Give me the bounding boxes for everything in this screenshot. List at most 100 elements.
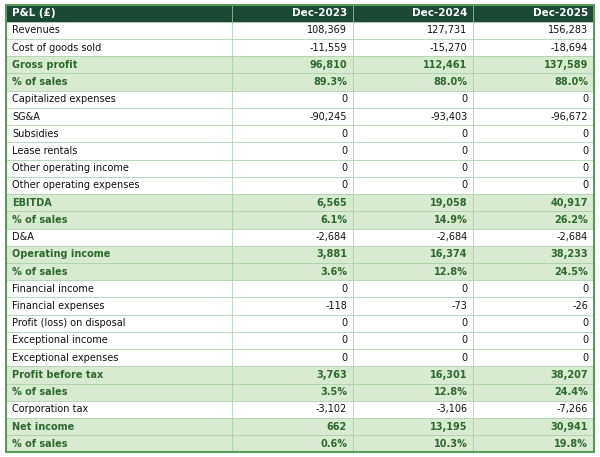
Bar (6, 367, 232, 383)
Text: % of sales: % of sales (12, 77, 67, 87)
Text: 3.5%: 3.5% (320, 387, 347, 397)
Bar (473, 280, 594, 298)
Bar (232, 159, 353, 177)
Text: -2,684: -2,684 (436, 232, 467, 242)
Text: 26.2%: 26.2% (554, 215, 588, 225)
Text: 0.6%: 0.6% (320, 439, 347, 449)
Text: -73: -73 (452, 301, 467, 311)
Bar (232, 383, 353, 401)
Bar (473, 159, 594, 177)
Text: 0: 0 (582, 335, 588, 345)
Bar (473, 367, 594, 383)
Bar (353, 143, 473, 159)
Text: 24.4%: 24.4% (554, 387, 588, 397)
Bar (353, 5, 473, 22)
Text: 0: 0 (582, 318, 588, 328)
Text: Dec-2024: Dec-2024 (412, 8, 467, 18)
Bar (473, 314, 594, 332)
Text: 3,881: 3,881 (316, 250, 347, 259)
Text: 38,207: 38,207 (550, 370, 588, 380)
Bar (6, 280, 232, 298)
Bar (473, 194, 594, 211)
Bar (232, 108, 353, 125)
Bar (6, 418, 232, 435)
Bar (473, 401, 594, 418)
Text: Subsidies: Subsidies (12, 129, 58, 139)
Text: Other operating income: Other operating income (12, 163, 129, 173)
Bar (473, 22, 594, 39)
Text: Profit before tax: Profit before tax (12, 370, 103, 380)
Text: D&A: D&A (12, 232, 34, 242)
Bar (6, 143, 232, 159)
Bar (473, 74, 594, 90)
Text: 6.1%: 6.1% (320, 215, 347, 225)
Bar (473, 39, 594, 56)
Text: -26: -26 (572, 301, 588, 311)
Bar (353, 349, 473, 367)
Bar (6, 228, 232, 246)
Text: % of sales: % of sales (12, 439, 67, 449)
Text: 16,374: 16,374 (430, 250, 467, 259)
Bar (232, 298, 353, 314)
Bar (353, 125, 473, 143)
Text: 19,058: 19,058 (430, 198, 467, 207)
Text: 112,461: 112,461 (424, 60, 467, 70)
Text: 89.3%: 89.3% (313, 77, 347, 87)
Text: 0: 0 (341, 353, 347, 363)
Bar (353, 39, 473, 56)
Text: 0: 0 (582, 163, 588, 173)
Text: % of sales: % of sales (12, 215, 67, 225)
Text: 0: 0 (582, 353, 588, 363)
Bar (232, 39, 353, 56)
Text: 0: 0 (582, 284, 588, 294)
Bar (232, 5, 353, 22)
Bar (6, 194, 232, 211)
Text: 0: 0 (461, 335, 467, 345)
Text: 156,283: 156,283 (548, 26, 588, 35)
Bar (353, 177, 473, 194)
Bar (353, 280, 473, 298)
Text: Cost of goods sold: Cost of goods sold (12, 43, 101, 53)
Text: 12.8%: 12.8% (434, 387, 467, 397)
Text: Financial income: Financial income (12, 284, 94, 294)
Text: % of sales: % of sales (12, 387, 67, 397)
Bar (232, 56, 353, 74)
Text: 96,810: 96,810 (310, 60, 347, 70)
Bar (6, 263, 232, 280)
Text: 16,301: 16,301 (430, 370, 467, 380)
Bar (473, 435, 594, 452)
Bar (6, 74, 232, 90)
Bar (232, 435, 353, 452)
Bar (473, 211, 594, 228)
Text: Corporation tax: Corporation tax (12, 404, 88, 414)
Text: 0: 0 (582, 129, 588, 139)
Text: 0: 0 (582, 181, 588, 191)
Bar (473, 108, 594, 125)
Bar (232, 314, 353, 332)
Bar (353, 418, 473, 435)
Bar (473, 5, 594, 22)
Text: 0: 0 (582, 94, 588, 104)
Text: 0: 0 (461, 318, 467, 328)
Text: 0: 0 (582, 146, 588, 156)
Text: Exceptional income: Exceptional income (12, 335, 107, 345)
Text: 0: 0 (461, 181, 467, 191)
Text: -3,102: -3,102 (316, 404, 347, 414)
Bar (232, 194, 353, 211)
Text: 0: 0 (341, 129, 347, 139)
Text: 0: 0 (341, 163, 347, 173)
Bar (6, 314, 232, 332)
Bar (473, 125, 594, 143)
Text: 0: 0 (461, 94, 467, 104)
Bar (473, 177, 594, 194)
Bar (232, 349, 353, 367)
Text: -3,106: -3,106 (436, 404, 467, 414)
Bar (232, 263, 353, 280)
Bar (232, 280, 353, 298)
Text: 0: 0 (461, 163, 467, 173)
Bar (353, 401, 473, 418)
Text: -15,270: -15,270 (430, 43, 467, 53)
Text: 137,589: 137,589 (544, 60, 588, 70)
Bar (473, 90, 594, 108)
Bar (6, 22, 232, 39)
